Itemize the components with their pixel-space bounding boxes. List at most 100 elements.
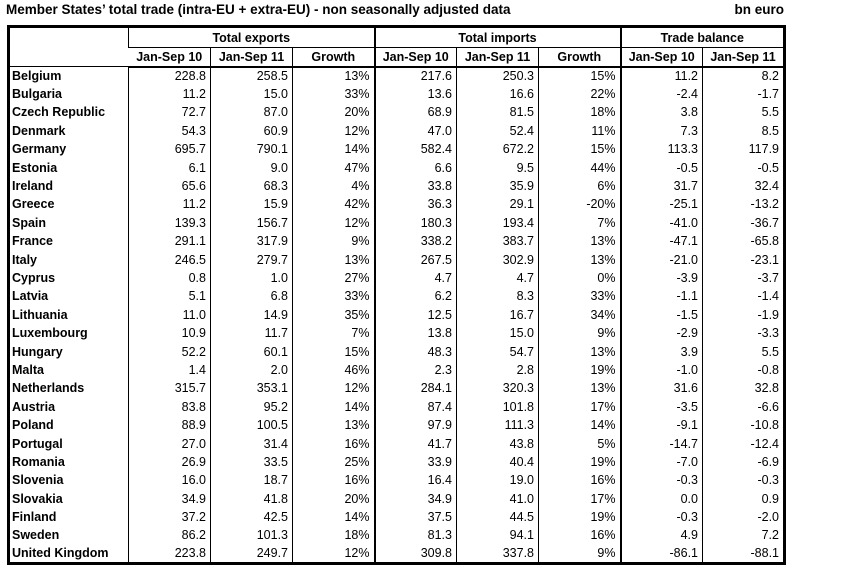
imports-growth-cell: 19% bbox=[538, 452, 621, 472]
table-row: Latvia 5.1 6.8 33% 6.2 8.3 33% -1.1 -1.4 bbox=[9, 287, 785, 306]
exports-jansep11-cell: 101.3 bbox=[210, 526, 293, 545]
country-cell: Slovakia bbox=[12, 491, 63, 506]
table-row: Romania 26.9 33.5 25% 33.9 40.4 19% -7.0 -6.9 bbox=[9, 452, 785, 472]
country-cell: Bulgaria bbox=[12, 87, 63, 102]
exports-jansep11-cell: 31.4 bbox=[210, 434, 293, 453]
exports-growth-cell: 14% bbox=[292, 397, 375, 416]
exports-jansep11-cell: 60.1 bbox=[210, 342, 293, 361]
exports-growth-cell: 13% bbox=[292, 415, 375, 435]
exports-jansep10-cell: 11.2 bbox=[128, 195, 211, 214]
balance-jansep11-cell: -0.8 bbox=[702, 360, 785, 380]
exports-jansep11-cell: 41.8 bbox=[210, 489, 293, 508]
table-row: Cyprus 0.8 1.0 27% 4.7 4.7 0% -3.9 -3.7 bbox=[9, 268, 785, 288]
imports-jansep11-cell: 383.7 bbox=[456, 232, 539, 251]
exports-growth-cell: 13% bbox=[292, 66, 375, 85]
balance-jansep11-cell: -3.3 bbox=[702, 323, 785, 343]
exports-jansep10-cell: 246.5 bbox=[128, 250, 211, 269]
balance-jansep10-cell: -25.1 bbox=[619, 195, 703, 214]
col-header-imports-jansep11: Jan-Sep 11 bbox=[456, 47, 539, 68]
balance-jansep10-cell: -1.1 bbox=[619, 287, 703, 306]
imports-jansep11-cell: 4.7 bbox=[456, 268, 539, 288]
country-cell: Czech Republic bbox=[12, 105, 106, 120]
page-title: Member States’ total trade (intra-EU + e… bbox=[6, 2, 511, 17]
table-row: Bulgaria 11.2 15.0 33% 13.6 16.6 22% -2.4 -1.7 bbox=[9, 84, 785, 104]
exports-jansep10-cell: 695.7 bbox=[128, 140, 211, 159]
exports-jansep11-cell: 6.8 bbox=[210, 287, 293, 306]
imports-jansep10-cell: 48.3 bbox=[373, 342, 457, 361]
exports-jansep11-cell: 249.7 bbox=[210, 544, 293, 564]
exports-jansep11-cell: 353.1 bbox=[210, 379, 293, 398]
table-row: France 291.1 317.9 9% 338.2 383.7 13% -47.1 -65.… bbox=[9, 232, 785, 251]
table-row: Portugal 27.0 31.4 16% 41.7 43.8 5% -14.7 -12.4 bbox=[9, 434, 785, 453]
exports-jansep10-cell: 291.1 bbox=[128, 232, 211, 251]
country-cell: Lithuania bbox=[12, 307, 68, 322]
country-cell: Greece bbox=[12, 197, 55, 212]
balance-jansep10-cell: 31.7 bbox=[619, 176, 703, 196]
balance-jansep11-cell: -6.9 bbox=[702, 452, 785, 472]
table-row: Poland 88.9 100.5 13% 97.9 111.3 14% -9.1 -10.8 bbox=[9, 415, 785, 435]
balance-jansep11-cell: -2.0 bbox=[702, 507, 785, 527]
table-row: Hungary 52.2 60.1 15% 48.3 54.7 13% 3.9 5.5 bbox=[9, 342, 785, 361]
imports-jansep10-cell: 34.9 bbox=[373, 489, 457, 508]
imports-jansep11-cell: 16.6 bbox=[456, 84, 539, 104]
imports-jansep10-cell: 33.9 bbox=[373, 452, 457, 472]
imports-jansep10-cell: 47.0 bbox=[373, 121, 457, 141]
balance-jansep11-cell: 8.5 bbox=[702, 121, 785, 141]
col-header-imports-growth: Growth bbox=[538, 47, 621, 68]
country-cell: France bbox=[12, 234, 53, 249]
exports-growth-cell: 47% bbox=[292, 158, 375, 177]
exports-growth-cell: 15% bbox=[292, 342, 375, 361]
exports-jansep10-cell: 223.8 bbox=[128, 544, 211, 564]
balance-jansep11-cell: -0.5 bbox=[702, 158, 785, 177]
exports-jansep11-cell: 317.9 bbox=[210, 232, 293, 251]
country-cell: Sweden bbox=[12, 528, 60, 543]
exports-jansep11-cell: 60.9 bbox=[210, 121, 293, 141]
exports-growth-cell: 13% bbox=[292, 250, 375, 269]
exports-jansep10-cell: 72.7 bbox=[128, 103, 211, 122]
imports-jansep11-cell: 81.5 bbox=[456, 103, 539, 122]
col-header-imports-jansep10: Jan-Sep 10 bbox=[373, 47, 457, 68]
imports-jansep11-cell: 44.5 bbox=[456, 507, 539, 527]
imports-jansep10-cell: 180.3 bbox=[373, 213, 457, 233]
imports-growth-cell: 7% bbox=[538, 213, 621, 233]
imports-jansep10-cell: 68.9 bbox=[373, 103, 457, 122]
table-row: Spain 139.3 156.7 12% 180.3 193.4 7% -41.0 -36.7 bbox=[9, 213, 785, 233]
balance-jansep10-cell: -0.5 bbox=[619, 158, 703, 177]
imports-jansep11-cell: 15.0 bbox=[456, 323, 539, 343]
imports-jansep10-cell: 41.7 bbox=[373, 434, 457, 453]
imports-growth-cell: 15% bbox=[538, 66, 621, 85]
table-row: Austria 83.8 95.2 14% 87.4 101.8 17% -3.5 -6.6 bbox=[9, 397, 785, 416]
exports-jansep11-cell: 15.9 bbox=[210, 195, 293, 214]
table-row: Netherlands 315.7 353.1 12% 284.1 320.3 13% 31.… bbox=[9, 379, 785, 398]
table-row: Slovenia 16.0 18.7 16% 16.4 19.0 16% -0.3 -0.3 bbox=[9, 471, 785, 490]
imports-jansep11-cell: 94.1 bbox=[456, 526, 539, 545]
balance-jansep10-cell: 4.9 bbox=[619, 526, 703, 545]
imports-growth-cell: 16% bbox=[538, 526, 621, 545]
imports-jansep11-cell: 9.5 bbox=[456, 158, 539, 177]
country-cell: Estonia bbox=[12, 160, 58, 175]
imports-jansep10-cell: 13.8 bbox=[373, 323, 457, 343]
imports-growth-cell: 14% bbox=[538, 415, 621, 435]
balance-jansep11-cell: -3.7 bbox=[702, 268, 785, 288]
imports-jansep11-cell: 41.0 bbox=[456, 489, 539, 508]
country-cell: Slovenia bbox=[12, 473, 64, 488]
imports-jansep11-cell: 320.3 bbox=[456, 379, 539, 398]
imports-jansep10-cell: 2.3 bbox=[373, 360, 457, 380]
imports-growth-cell: 11% bbox=[538, 121, 621, 141]
balance-jansep10-cell: -2.4 bbox=[619, 84, 703, 104]
imports-jansep10-cell: 582.4 bbox=[373, 140, 457, 159]
country-cell: Germany bbox=[12, 142, 67, 157]
exports-jansep10-cell: 139.3 bbox=[128, 213, 211, 233]
exports-jansep11-cell: 15.0 bbox=[210, 84, 293, 104]
country-cell: Latvia bbox=[12, 289, 49, 304]
country-cell: Luxembourg bbox=[12, 326, 88, 341]
exports-jansep10-cell: 1.4 bbox=[128, 360, 211, 380]
country-cell: Belgium bbox=[12, 68, 62, 83]
exports-jansep10-cell: 315.7 bbox=[128, 379, 211, 398]
exports-growth-cell: 16% bbox=[292, 434, 375, 453]
balance-jansep10-cell: 11.2 bbox=[619, 66, 703, 85]
country-cell: Italy bbox=[12, 252, 38, 267]
group-header-total-imports: Total imports bbox=[373, 26, 621, 48]
imports-growth-cell: 18% bbox=[538, 103, 621, 122]
